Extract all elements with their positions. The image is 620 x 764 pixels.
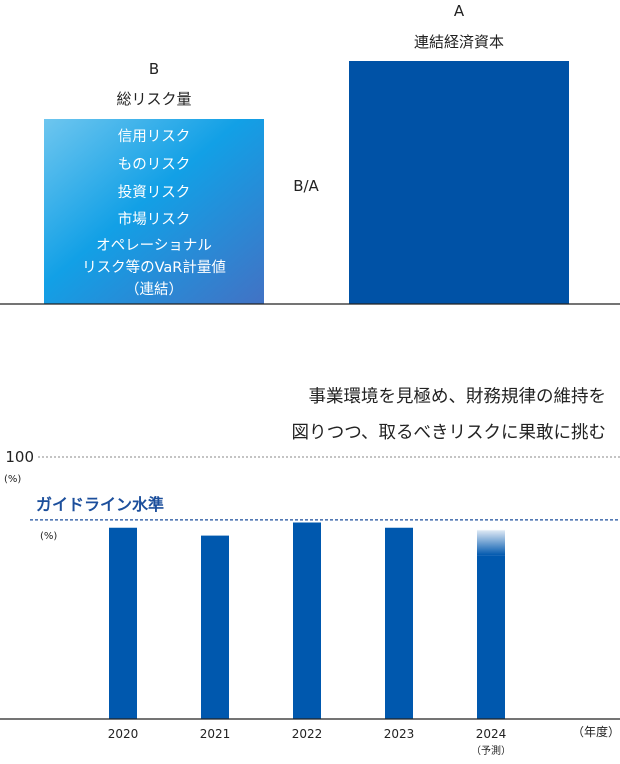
x-tick-label: 2020 [108, 727, 139, 741]
x-tick-label: 2023 [384, 727, 415, 741]
b-letter: B [149, 60, 159, 78]
risk-item: （連結） [125, 281, 183, 298]
risk-item: 市場リスク [118, 211, 191, 228]
bar-2023 [385, 527, 413, 719]
x-tick-labels: 2020 2021 2022 2023 2024 （予測） [108, 727, 511, 757]
ratio-label: B/A [293, 177, 319, 195]
a-title: 連結経済資本 [414, 33, 504, 51]
ratio-bar-chart: 100 (%) ガイドライン水準 (%) 2020 2021 2022 2023 202… [0, 448, 620, 757]
risk-item: リスク等のVaR計量値 [82, 258, 226, 276]
bar-2021 [201, 535, 229, 719]
total-risk-box [44, 119, 264, 304]
economic-capital-box [349, 61, 569, 304]
risk-item: 信用リスク [118, 128, 191, 145]
b-title: 総リスク量 [116, 90, 191, 108]
y-max-label: 100 [5, 448, 34, 466]
y-max-unit: (%) [4, 474, 21, 485]
risk-item: ものリスク [118, 156, 191, 173]
bar-2020 [109, 527, 137, 719]
guideline-unit: (%) [40, 531, 57, 542]
x-tick-note: （予測） [471, 744, 511, 757]
bar-2024 [477, 530, 505, 719]
bars [109, 522, 505, 719]
x-tick-label: 2024 [476, 727, 507, 741]
headline-line-1: 事業環境を見極め、財務規律の維持を [309, 387, 607, 407]
headline-line-2: 図りつつ、取るべきリスクに果敢に挑む [292, 423, 606, 443]
bar-forecast-gradient [477, 529, 505, 556]
risk-item: オペレーショナル [96, 238, 212, 254]
risk-item: 投資リスク [118, 184, 191, 201]
guideline-label: ガイドライン水準 [36, 495, 164, 514]
x-axis-label: （年度） [572, 724, 620, 739]
x-tick-label: 2022 [292, 727, 323, 741]
risk-capital-diagram: B 総リスク量 信用リスクものリスク投資リスク市場リスクオペレーショナルリスク等… [0, 2, 620, 305]
x-tick-label: 2021 [200, 727, 231, 741]
bar-2022 [293, 522, 321, 719]
a-letter: A [454, 2, 465, 20]
